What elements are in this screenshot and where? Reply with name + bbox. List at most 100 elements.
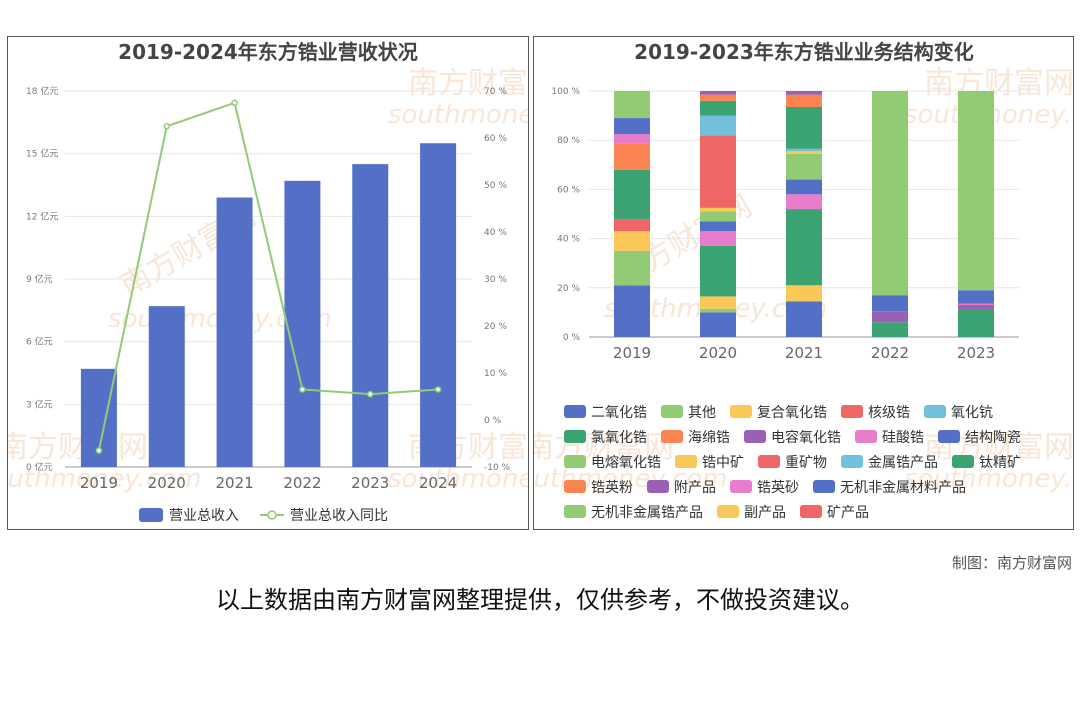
- legend-swatch: [952, 455, 974, 468]
- y-tick-label: 40 %: [557, 235, 580, 245]
- revenue-yoy-point: [367, 390, 374, 398]
- y-right-tick-label: 70 %: [484, 87, 507, 97]
- stacked-segment: [958, 309, 994, 337]
- revenue-bar: [352, 164, 389, 467]
- watermark-sub: southmoney.com: [388, 100, 528, 130]
- stacked-segment: [786, 209, 822, 286]
- watermark-text: 南方财富网: [8, 430, 148, 465]
- stacked-segment: [614, 285, 650, 337]
- legend-swatch: [564, 455, 586, 468]
- legend-label: 氯氧化锆: [591, 430, 647, 446]
- stacked-segment: [958, 305, 994, 310]
- legend-label: 附产品: [674, 480, 716, 496]
- stacked-segment: [872, 295, 908, 312]
- legend-swatch: [564, 405, 586, 418]
- stacked-segment: [700, 115, 736, 136]
- stacked-segment: [786, 91, 822, 95]
- y-right-tick-label: -10 %: [484, 463, 511, 473]
- legend-label: 氧化钪: [951, 405, 993, 421]
- legend-swatch: [744, 430, 766, 443]
- chart-title: 2019-2023年东方锆业业务结构变化: [634, 40, 974, 64]
- stacked-segment: [614, 250, 650, 286]
- legend-swatch: [730, 480, 752, 493]
- legend-swatch: [730, 405, 752, 418]
- legend-swatch: [758, 455, 780, 468]
- stacked-segment: [786, 151, 822, 154]
- disclaimer-text: 以上数据由南方财富网整理提供，仅供参考，不做投资建议。: [216, 586, 864, 614]
- y-tick-label: 80 %: [557, 136, 580, 146]
- revenue-yoy-point: [95, 447, 103, 454]
- legend-swatch: [661, 430, 683, 443]
- business-structure-chart: 南方财富网southmoney.com南方财富网southmoney.com南方…: [534, 40, 1073, 521]
- stacked-segment: [614, 134, 650, 144]
- watermark-sub: southmoney.com: [904, 464, 1073, 494]
- stacked-segment: [786, 148, 822, 152]
- legend-swatch: [647, 480, 669, 493]
- stacked-segment: [700, 135, 736, 208]
- legend-label: 结构陶瓷: [965, 430, 1021, 446]
- legend-label: 核级锆: [868, 405, 910, 421]
- revenue-chart: 南方财富网southmoney.com南方财富网southmoney.com南方…: [8, 40, 528, 524]
- stacked-segment: [614, 218, 650, 232]
- legend-label: 钛精矿: [979, 455, 1021, 471]
- legend-swatch: [841, 455, 863, 468]
- legend-label: 二氧化锆: [591, 405, 647, 421]
- legend-label: 锆英粉: [591, 479, 633, 496]
- x-tick-label: 2019: [80, 474, 118, 492]
- revenue-yoy-point: [434, 386, 442, 393]
- revenue-yoy-point: [231, 99, 238, 106]
- legend-label: 锆中矿: [702, 455, 744, 471]
- y-left-tick-label: 18 亿元: [26, 85, 58, 97]
- revenue-bar: [148, 306, 185, 467]
- y-right-tick-label: 10 %: [484, 369, 507, 379]
- x-tick-label: 2021: [785, 344, 823, 362]
- legend-label: 重矿物: [785, 455, 827, 471]
- y-right-tick-label: 50 %: [484, 181, 507, 191]
- y-left-tick-label: 9 亿元: [26, 273, 53, 285]
- legend-label: 海绵锆: [688, 429, 730, 446]
- legend-label: 无机非金属材料产品: [840, 480, 966, 496]
- x-tick-label: 2023: [351, 474, 389, 492]
- stacked-segment: [614, 143, 650, 170]
- y-left-tick-label: 12 亿元: [26, 210, 58, 222]
- stacked-segment: [872, 91, 908, 296]
- legend-label: 矿产品: [827, 505, 869, 521]
- x-tick-label: 2023: [957, 344, 995, 362]
- y-right-tick-label: 0 %: [484, 416, 502, 426]
- legend-swatch: [924, 405, 946, 418]
- legend-swatch: [938, 430, 960, 443]
- stacked-segment: [700, 91, 736, 95]
- legend-swatch: [564, 430, 586, 443]
- stacked-segment: [700, 296, 736, 309]
- stacked-segment: [700, 312, 736, 337]
- x-tick-label: 2022: [283, 474, 321, 492]
- legend-label: 电熔氧化锆: [591, 455, 661, 471]
- legend-swatch-yoy-marker: [267, 510, 277, 520]
- revenue-bar: [284, 180, 321, 468]
- stacked-segment: [700, 100, 736, 116]
- y-tick-label: 100 %: [551, 87, 580, 97]
- legend-swatch: [717, 505, 739, 518]
- stacked-segment: [786, 179, 822, 195]
- revenue-yoy-point: [163, 123, 170, 130]
- y-left-tick-label: 6 亿元: [26, 336, 53, 348]
- stacked-segment: [872, 322, 908, 337]
- legend-label: 无机非金属锆产品: [591, 505, 703, 521]
- y-left-tick-label: 3 亿元: [26, 398, 53, 410]
- y-right-tick-label: 60 %: [484, 134, 507, 144]
- stacked-segment: [614, 169, 650, 219]
- x-tick-label: 2020: [148, 474, 186, 492]
- legend-label: 营业总收入: [169, 508, 239, 524]
- y-tick-label: 60 %: [557, 185, 580, 195]
- watermark-text: 南方财富网: [408, 66, 528, 101]
- y-right-tick-label: 30 %: [484, 275, 507, 285]
- legend-swatch: [855, 430, 877, 443]
- revenue-bar: [420, 143, 457, 467]
- stacked-segment: [786, 194, 822, 210]
- y-tick-label: 0 %: [563, 333, 581, 343]
- stacked-segment: [700, 231, 736, 246]
- stacked-segment: [872, 311, 908, 323]
- legend-label: 副产品: [744, 505, 786, 521]
- stacked-segment: [614, 118, 650, 135]
- legend-label: 硅酸锆: [882, 430, 924, 446]
